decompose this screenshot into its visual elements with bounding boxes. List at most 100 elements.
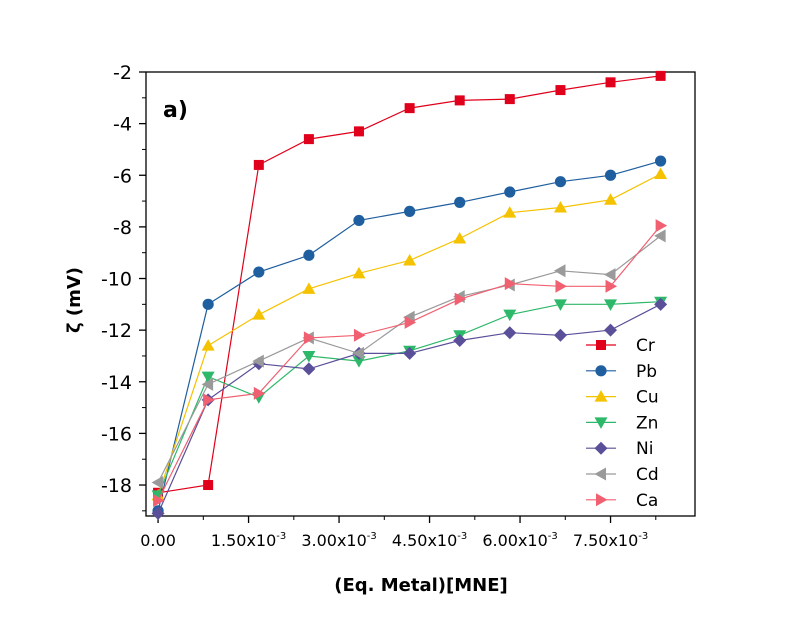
data-point-pb: [202, 298, 214, 310]
data-point-cr: [454, 95, 465, 106]
data-point-pb: [353, 214, 365, 227]
data-point-cr: [303, 134, 314, 145]
data-point-ca: [555, 279, 567, 293]
legend-marker-ca: [596, 493, 608, 507]
legend-marker-cu: [594, 390, 608, 402]
y-axis-title: ζ (mV): [64, 267, 85, 333]
legend-marker-ni: [594, 441, 608, 455]
data-point-cu: [553, 201, 567, 213]
series-zn: [151, 296, 668, 502]
data-point-cu: [403, 253, 417, 266]
legend-marker-zn: [594, 417, 608, 429]
legend-label-zn: Zn: [636, 413, 658, 433]
y-tick-label: -16: [101, 423, 132, 445]
data-point-ca: [153, 494, 165, 508]
data-point-cr: [253, 159, 264, 170]
data-point-cr: [353, 126, 364, 137]
legend-label-cd: Cd: [636, 465, 659, 485]
data-point-ca: [605, 279, 618, 293]
data-point-cu: [352, 266, 366, 279]
data-point-ni: [654, 297, 668, 311]
data-point-zn: [302, 350, 316, 363]
x-tick-label: 6.00x10-3: [482, 531, 557, 550]
data-point-ca: [454, 292, 467, 306]
legend: Cr Pb Cu Zn Ni Cd Ca: [586, 336, 659, 511]
panel-label: a): [163, 98, 188, 123]
data-point-cd: [604, 268, 616, 282]
y-tick-label: -12: [101, 320, 132, 342]
legend-label-cr: Cr: [636, 336, 655, 356]
data-point-ca: [353, 328, 366, 342]
data-point-cr: [203, 480, 214, 491]
data-point-ni: [302, 362, 316, 376]
data-point-cd: [654, 229, 666, 243]
data-point-zn: [352, 356, 366, 368]
data-point-cr: [605, 77, 616, 88]
series-cd: [151, 229, 666, 489]
x-tick-label: 4.50x10-3: [392, 531, 467, 550]
data-point-ni: [553, 328, 567, 342]
data-point-zn: [604, 299, 618, 311]
data-point-cd: [201, 377, 214, 391]
x-axis: 0.00 1.50x10-3 3.00x10-3 4.50x10-3 6.00x10-3…: [140, 516, 657, 550]
data-point-cr: [404, 103, 415, 114]
data-point-pb: [303, 249, 315, 261]
series-cu: [151, 167, 668, 501]
series-pb: [152, 155, 667, 517]
data-point-cu: [604, 193, 618, 205]
data-point-pb: [554, 176, 567, 188]
data-point-ni: [403, 346, 417, 360]
legend-label-ca: Ca: [636, 491, 658, 511]
data-point-pb: [454, 196, 466, 208]
data-point-pb: [604, 169, 617, 181]
data-point-ni: [453, 333, 467, 347]
y-tick-label: -4: [113, 114, 132, 136]
data-point-ca: [655, 219, 668, 233]
data-point-cu: [252, 308, 266, 320]
data-point-ca: [203, 393, 215, 407]
data-point-cr: [504, 94, 515, 105]
legend-label-cu: Cu: [636, 388, 659, 408]
x-tick-label: 1.50x10-3: [211, 531, 286, 550]
data-point-pb: [655, 155, 667, 167]
y-tick-label: -18: [101, 475, 132, 497]
data-point-pb: [253, 266, 265, 278]
plot-frame: [145, 71, 696, 517]
data-point-ca: [504, 277, 517, 291]
data-point-cd: [151, 475, 164, 489]
data-point-zn: [553, 299, 567, 311]
data-point-cu: [503, 206, 517, 218]
x-tick-label: 7.50x10-3: [573, 531, 648, 550]
data-point-cu: [302, 282, 316, 294]
series-ca: [153, 219, 668, 508]
data-point-cr: [555, 85, 566, 96]
data-point-cu: [654, 167, 668, 179]
data-point-cd: [352, 346, 364, 360]
data-point-pb: [404, 205, 416, 217]
series-cr: [153, 70, 666, 498]
data-point-zn: [201, 371, 215, 384]
data-point-cu: [453, 232, 467, 244]
series-layer: [151, 70, 668, 520]
data-point-ca: [303, 331, 316, 345]
legend-label-pb: Pb: [636, 362, 657, 382]
x-tick-label: 0.00: [140, 531, 176, 550]
legend-marker-cr: [596, 340, 606, 350]
series-line-cr: [158, 75, 661, 494]
data-point-cd: [252, 354, 264, 368]
x-tick-label: 3.00x10-3: [301, 531, 376, 550]
data-point-ca: [253, 386, 266, 400]
y-tick-label: -2: [113, 62, 132, 84]
x-axis-title: (Eq. Metal)[MNE]: [334, 575, 508, 596]
series-ni: [151, 297, 668, 520]
data-point-cr: [655, 70, 666, 81]
data-point-ca: [404, 315, 417, 329]
y-tick-label: -14: [101, 372, 132, 394]
y-tick-label: -10: [101, 269, 132, 291]
series-line-cu: [157, 173, 661, 496]
data-point-pb: [504, 186, 516, 198]
y-tick-label: -8: [113, 217, 132, 239]
y-axis: -2 -4 -6 -8 -10 -12 -14 -16 -18: [101, 62, 146, 512]
